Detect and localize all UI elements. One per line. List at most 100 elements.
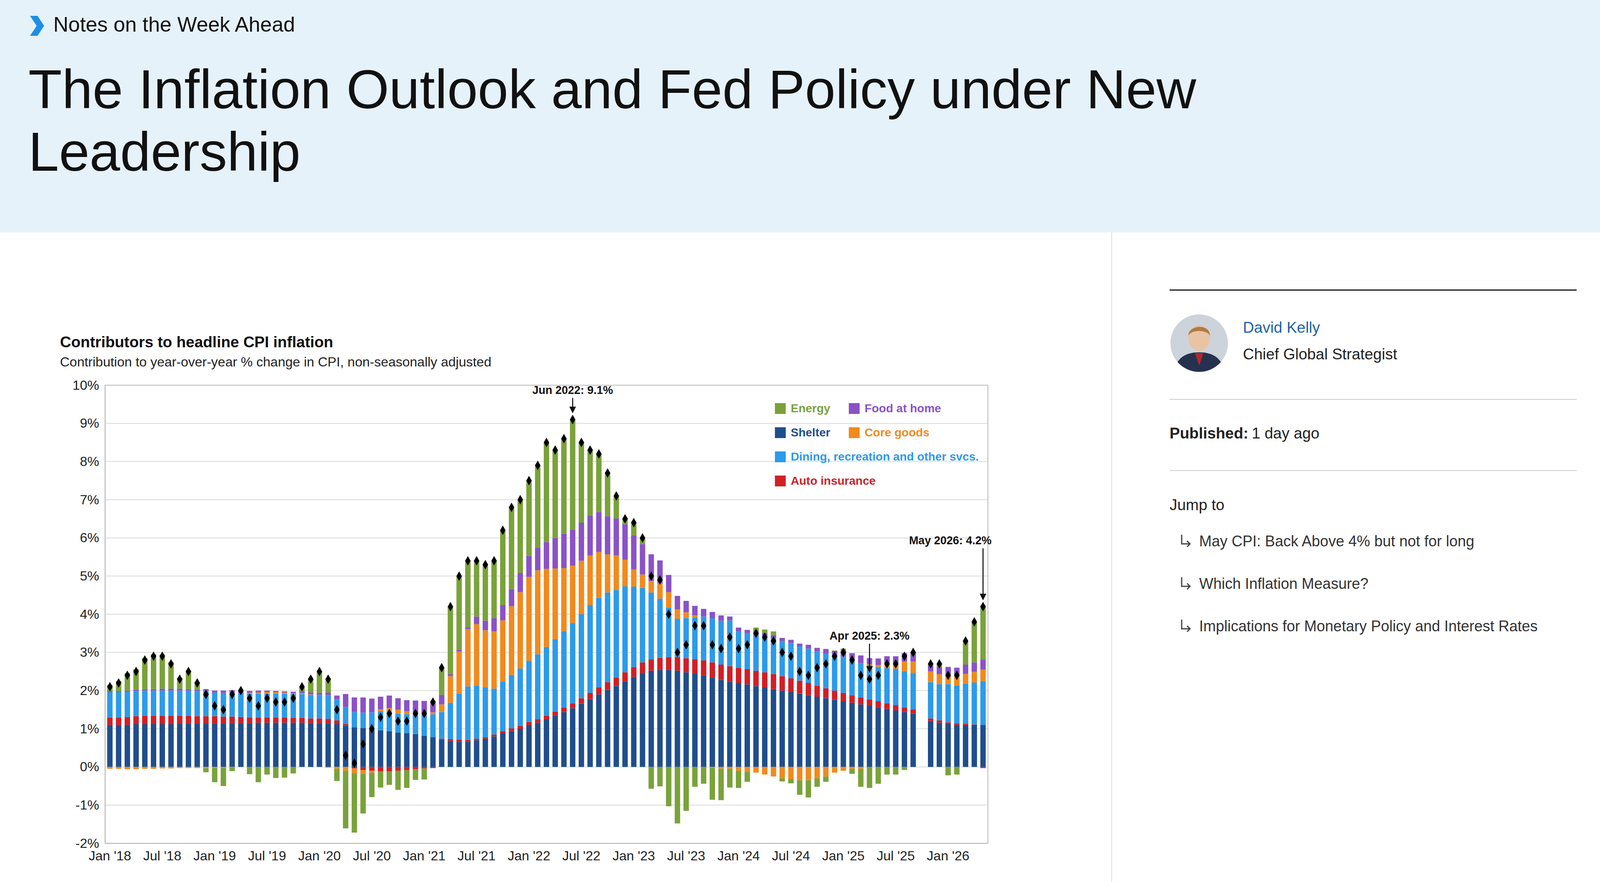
bar-segment: [875, 665, 881, 668]
bar-segment: [386, 767, 393, 773]
bar-segment: [692, 615, 698, 618]
headline-dot: [822, 659, 829, 670]
headline-dot: [840, 647, 846, 658]
bar-segment: [150, 724, 157, 768]
legend-swatch: [848, 403, 860, 415]
jump-link[interactable]: May CPI: Back Above 4% but not for long: [1179, 532, 1580, 551]
headline-dot: [150, 651, 157, 662]
x-tick: Jul '23: [667, 843, 706, 864]
bar-segment: [700, 660, 707, 676]
bar-segment: [377, 772, 384, 789]
y-tick: 7%: [80, 492, 105, 508]
legend-swatch: [775, 475, 786, 487]
bar-segment: [692, 606, 698, 616]
bar-segment: [264, 692, 270, 695]
bar-segment: [622, 586, 628, 673]
bar-segment: [814, 651, 820, 687]
bar-segment: [526, 480, 532, 557]
legend-item: Core goods: [848, 426, 930, 440]
tick-label: -1%: [75, 797, 100, 813]
bar-segment: [247, 694, 253, 718]
bar-segment: [665, 607, 672, 658]
bar-segment: [640, 575, 646, 589]
bar-segment: [665, 670, 672, 768]
bar-segment: [115, 767, 122, 770]
bar-segment: [866, 767, 873, 789]
bar-segment: [779, 767, 785, 780]
bar-series: [107, 420, 986, 834]
bar-segment: [133, 767, 139, 770]
tick-label: 1%: [80, 721, 100, 737]
bar-segment: [133, 691, 139, 717]
annotation-label: May 2026: 4.2%: [909, 534, 992, 548]
tick-label: Jul '24: [771, 848, 810, 864]
jump-link[interactable]: Implications for Monetary Policy and Int…: [1179, 617, 1580, 636]
headline-dot: [630, 518, 637, 528]
bar-segment: [194, 690, 200, 692]
bar-segment: [892, 710, 899, 768]
grid-line: [105, 423, 988, 425]
headline-dot: [107, 682, 113, 693]
bar-segment: [508, 589, 515, 607]
bar-segment: [447, 703, 453, 740]
bar-segment: [875, 667, 881, 703]
bar-segment: [517, 726, 523, 730]
bar-segment: [107, 717, 113, 726]
jump-link[interactable]: Which Inflation Measure?: [1179, 575, 1580, 594]
bar-segment: [220, 693, 227, 718]
bar-segment: [369, 730, 375, 768]
bar-segment: [177, 724, 183, 768]
jump-link-text[interactable]: Which Inflation Measure?: [1199, 575, 1369, 594]
bar-segment: [936, 674, 943, 685]
bar-segment: [857, 697, 864, 705]
bar-segment: [473, 685, 480, 740]
bar-segment: [342, 771, 349, 829]
bar-segment: [473, 740, 480, 768]
bar-segment: [605, 516, 611, 555]
bar-segment: [142, 767, 148, 770]
bar-segment: [927, 672, 934, 683]
x-tick: Jul '24: [771, 843, 810, 864]
bar-segment: [421, 736, 428, 768]
bar-segment: [762, 672, 768, 688]
bar-segment: [264, 722, 270, 768]
bar-segment: [683, 618, 689, 659]
bar-segment: [316, 767, 323, 768]
bar-segment: [255, 722, 261, 768]
bar-segment: [605, 592, 611, 683]
bar-segment: [220, 690, 227, 694]
bar-segment: [866, 699, 873, 707]
plot-marks: [107, 415, 986, 833]
bar-segment: [727, 769, 733, 788]
tick-label: Jan '23: [612, 848, 655, 864]
bar-segment: [124, 692, 130, 718]
bar-segment: [369, 699, 375, 713]
y-tick: 3%: [80, 645, 105, 660]
bar-segment: [185, 724, 192, 768]
headline-dot: [657, 575, 663, 585]
author-name[interactable]: David Kelly: [1242, 319, 1320, 337]
jump-link-text[interactable]: Implications for Monetary Policy and Int…: [1199, 617, 1538, 636]
bar-segment: [185, 716, 192, 725]
headline-dot: [377, 712, 384, 723]
bar-segment: [316, 695, 323, 719]
x-tick: Jul '25: [876, 843, 915, 864]
bar-segment: [857, 663, 864, 698]
bar-segment: [281, 722, 288, 768]
bar-segment: [674, 767, 680, 825]
jump-link-text[interactable]: May CPI: Back Above 4% but not for long: [1199, 532, 1475, 551]
bar-segment: [936, 720, 943, 724]
y-axis: -2%-1%0%1%2%3%4%5%6%7%8%9%10%: [72, 377, 106, 852]
headline-dot: [185, 667, 192, 677]
bar-segment: [272, 694, 279, 718]
bar-segment: [307, 692, 314, 695]
tick-label: Jul '25: [876, 848, 915, 864]
bar-segment: [657, 583, 663, 600]
headline-dot: [307, 674, 314, 685]
bar-segment: [570, 708, 576, 768]
bar-segment: [622, 681, 628, 768]
bar-segment: [770, 767, 777, 778]
bar-segment: [508, 606, 515, 676]
bar-segment: [517, 668, 523, 727]
bar-segment: [700, 609, 707, 617]
